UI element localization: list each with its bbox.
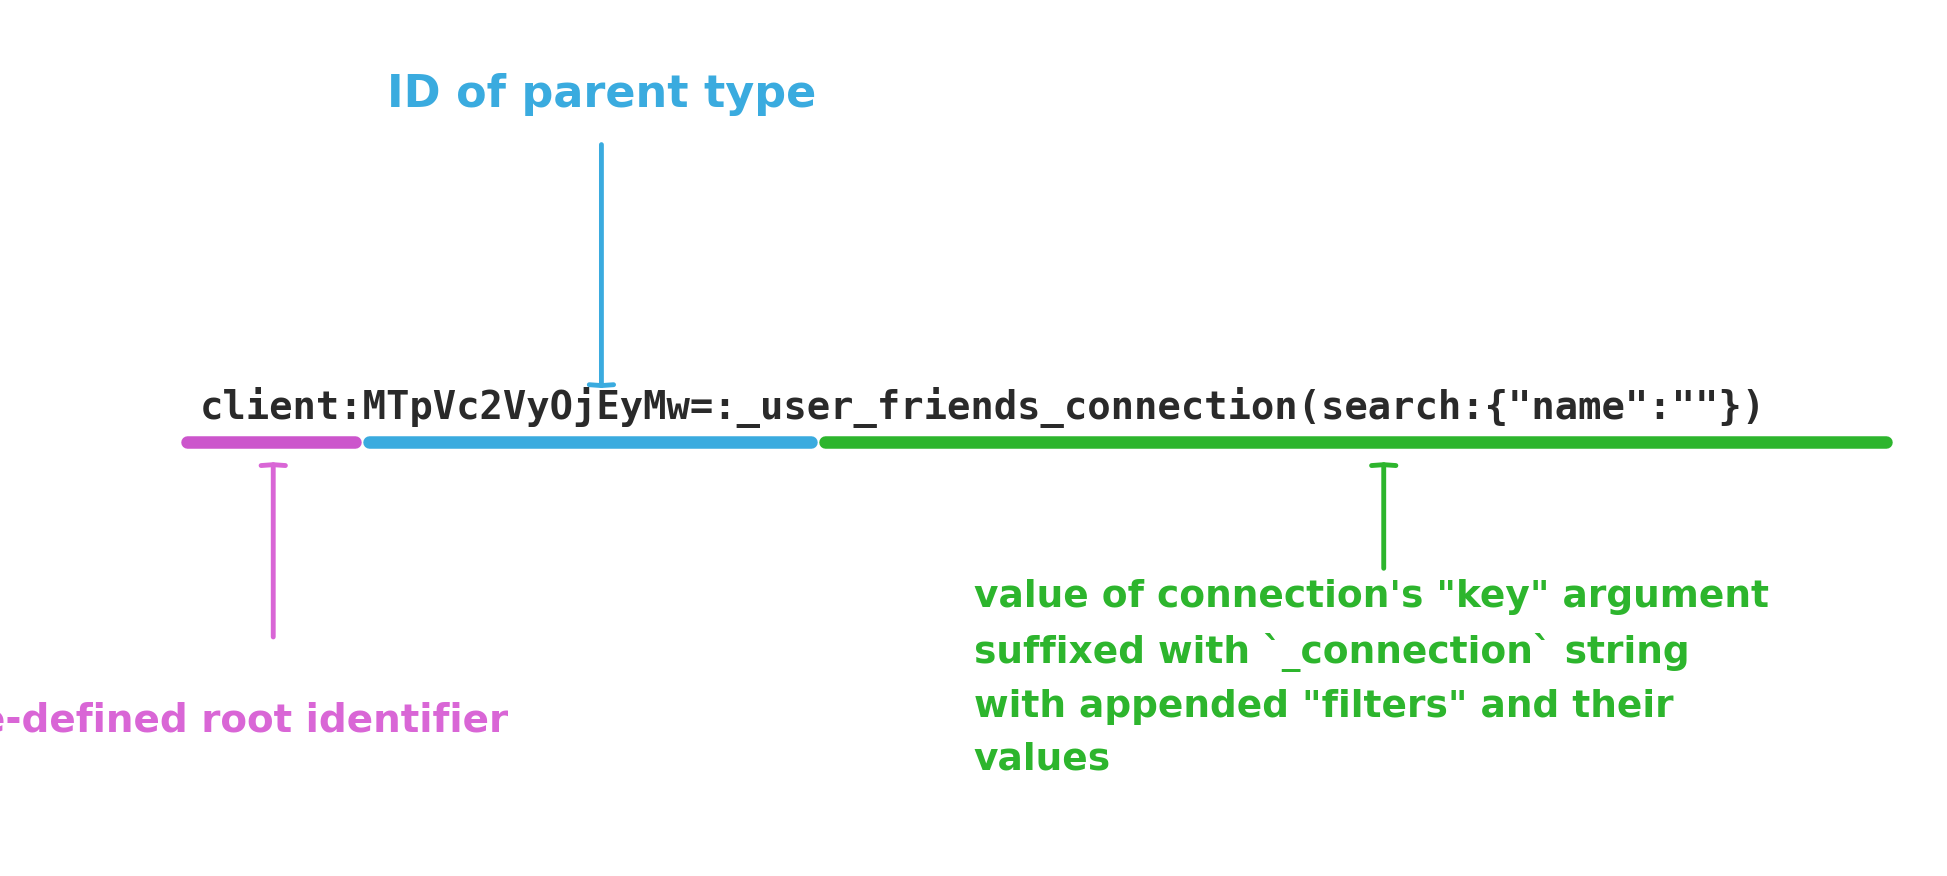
Text: ID of parent type: ID of parent type: [387, 73, 816, 117]
Text: client:MTpVc2VyOjEyMw=:_user_friends_connection(search:{"name":""}): client:MTpVc2VyOjEyMw=:_user_friends_con…: [201, 387, 1766, 428]
Text: value of connection's "key" argument
suffixed with `_connection` string
with app: value of connection's "key" argument suf…: [974, 579, 1768, 778]
Text: pre-defined root identifier: pre-defined root identifier: [0, 703, 508, 740]
